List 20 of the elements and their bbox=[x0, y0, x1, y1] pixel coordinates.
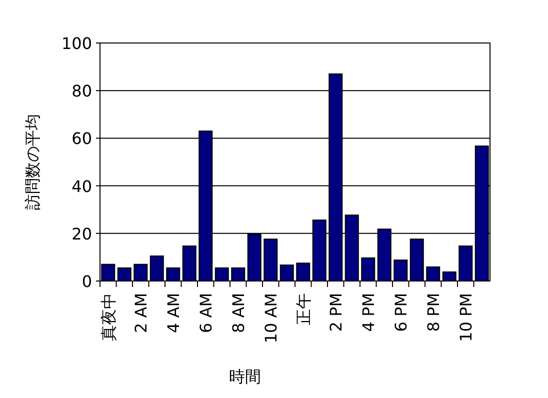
y-tick-label: 100 bbox=[61, 34, 92, 53]
x-tick-label: 4 PM bbox=[359, 293, 378, 332]
y-tick-label: 40 bbox=[72, 176, 92, 196]
x-tick-label: 8 PM bbox=[424, 293, 444, 332]
y-tick-label: 20 bbox=[72, 224, 92, 244]
x-tick-label: 2 AM bbox=[132, 293, 151, 334]
x-tick-label: 8 AM bbox=[229, 293, 248, 334]
y-axis-title: 訪問数の平均 bbox=[23, 114, 42, 210]
x-axis-title: 時間 bbox=[229, 367, 261, 386]
x-tick-label: 6 AM bbox=[196, 293, 216, 334]
y-tick-label: 80 bbox=[72, 82, 92, 101]
y-tick-label: 0 bbox=[82, 272, 92, 291]
x-tick-label: 2 PM bbox=[326, 293, 346, 332]
x-tick-label: 10 AM bbox=[262, 293, 281, 344]
x-tick-label: 正午 bbox=[294, 293, 314, 325]
x-tick-label: 6 PM bbox=[392, 293, 411, 332]
y-tick-label: 60 bbox=[72, 129, 92, 148]
x-tick-label: 真夜中 bbox=[99, 293, 118, 341]
x-tick-label: 10 PM bbox=[456, 293, 476, 342]
x-tick-label: 4 AM bbox=[164, 293, 184, 334]
